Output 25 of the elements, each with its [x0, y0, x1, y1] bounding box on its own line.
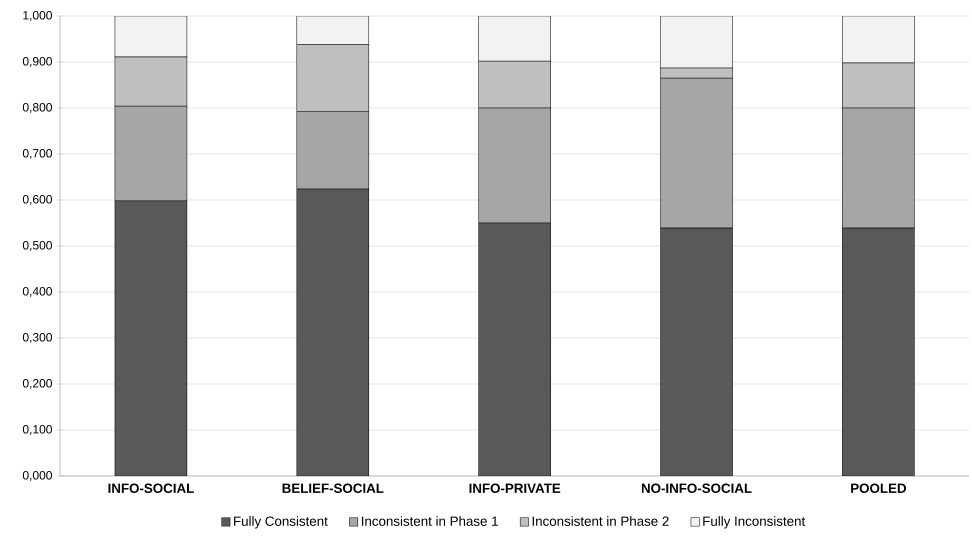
y-tick-label: 1,000 [23, 11, 52, 21]
legend-label: Fully Inconsistent [703, 516, 806, 529]
bar [478, 222, 551, 476]
bar [114, 200, 188, 476]
y-tick-label: 0,700 [22, 149, 52, 159]
x-tick-label: BELIEF-SOCIAL [282, 484, 384, 493]
bar [660, 228, 733, 476]
y-tick-label: 0,500 [22, 241, 52, 251]
y-tick-label: 0,900 [22, 57, 52, 67]
y-tick-label: 0,300 [22, 333, 52, 343]
y-tick-label: 0,800 [22, 103, 52, 113]
x-tick-label: POOLED [851, 484, 906, 493]
x-tick-label: INFO-PRIVATE [470, 484, 560, 493]
x-tick-label: NO-INFO-SOCIAL [642, 484, 752, 493]
bar [296, 188, 370, 476]
x-tick-label: INFO-SOCIAL [108, 484, 194, 493]
legend-label: Inconsistent in Phase 2 [532, 516, 669, 526]
legend-label: Inconsistent in Phase 1 [362, 516, 498, 526]
y-tick-label: 0,400 [22, 287, 52, 297]
y-tick-label: 0,100 [22, 425, 52, 435]
y-tick-label: 0,600 [22, 195, 52, 205]
y-tick-label: 0,000 [22, 471, 52, 481]
bar [842, 228, 915, 476]
y-tick-label: 0,200 [22, 379, 52, 389]
legend-label: Fully Consistent [234, 516, 328, 529]
